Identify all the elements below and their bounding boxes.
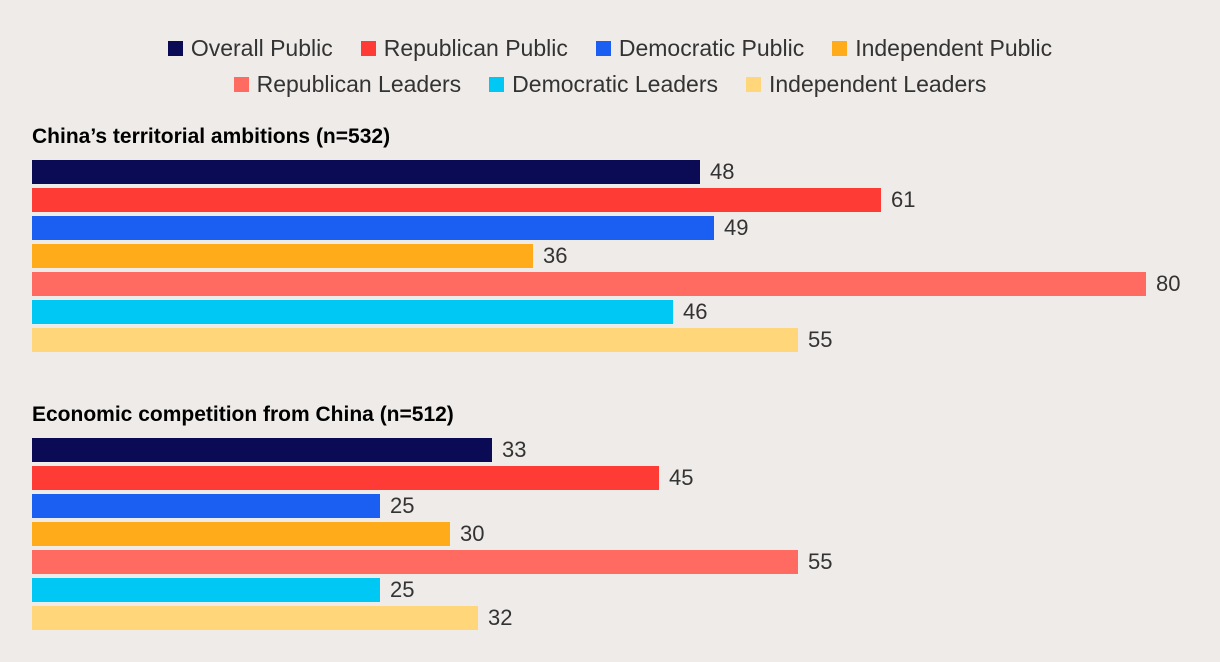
bar: [32, 244, 533, 268]
bar: [32, 550, 798, 574]
legend-label: Democratic Public: [618, 34, 805, 61]
bar: [32, 466, 659, 490]
legend-swatch: [167, 40, 183, 56]
bar: [32, 300, 673, 324]
bar: [32, 188, 881, 212]
bar-value-label: 25: [390, 577, 415, 602]
legend-label: Overall Public: [190, 34, 333, 61]
bar: [32, 494, 380, 518]
legend-item: Democratic Leaders: [489, 71, 718, 98]
legend-label: Republican Public: [383, 34, 568, 61]
bar-value-label: 30: [460, 521, 485, 546]
legend-label: Republican Leaders: [256, 70, 462, 97]
legend-label: Independent Public: [855, 34, 1053, 61]
bar-value-label: 48: [710, 159, 735, 184]
bar: [32, 272, 1146, 296]
bar-value-label: 33: [502, 437, 527, 462]
legend-swatch: [595, 40, 611, 56]
legend-swatch: [360, 40, 376, 56]
bar-value-label: 55: [808, 327, 833, 352]
bar: [32, 522, 450, 546]
bar: [32, 216, 714, 240]
bar: [32, 438, 492, 462]
bar-value-label: 46: [683, 299, 708, 324]
bar: [32, 328, 798, 352]
group-title: China’s territorial ambitions (n=532): [32, 125, 391, 148]
legend-row-1: Overall Public Republican Public Democrati…: [0, 30, 1220, 66]
legend-item: Republican Leaders: [233, 70, 462, 98]
bar: [32, 578, 380, 602]
bar-value-label: 61: [891, 187, 916, 212]
legend-item: Independent Public: [832, 35, 1052, 62]
bar: [32, 160, 700, 184]
bar: [32, 606, 478, 630]
legend-swatch: [832, 40, 848, 56]
bar-value-label: 25: [390, 493, 415, 518]
legend-swatch: [745, 76, 761, 92]
legend: Overall Public Republican Public Democrati…: [0, 30, 1220, 102]
legend-swatch: [233, 76, 249, 92]
legend-label: Democratic Leaders: [512, 70, 718, 97]
legend-item: Republican Public: [360, 34, 568, 62]
bar-value-label: 45: [669, 465, 694, 490]
legend-swatch: [489, 76, 505, 92]
legend-item: Overall Public: [167, 34, 333, 62]
legend-label: Independent Leaders: [768, 70, 987, 97]
legend-item: Independent Leaders: [745, 70, 987, 98]
bar-value-label: 36: [543, 243, 568, 268]
bar-value-label: 55: [808, 549, 833, 574]
bar-value-label: 49: [724, 215, 749, 240]
legend-item: Democratic Public: [595, 34, 805, 62]
legend-row-2: Republican Leaders Democratic Leaders Inde…: [0, 66, 1220, 102]
bar-value-label: 32: [488, 605, 513, 630]
bar-value-label: 80: [1156, 271, 1181, 296]
group-title: Economic competition from China (n=512): [32, 403, 454, 426]
